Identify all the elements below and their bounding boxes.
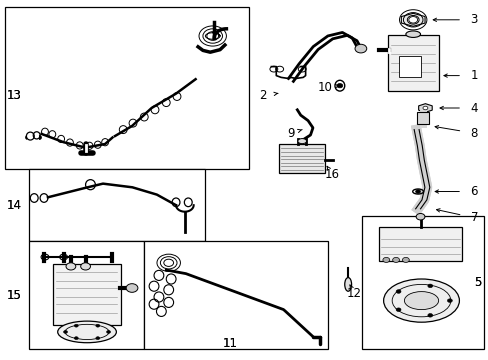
- Circle shape: [395, 308, 400, 311]
- Text: 11: 11: [222, 337, 237, 350]
- Ellipse shape: [297, 139, 306, 144]
- Ellipse shape: [404, 292, 438, 310]
- Ellipse shape: [344, 278, 351, 291]
- Bar: [5, 7, 249, 169]
- Circle shape: [447, 299, 451, 302]
- Text: 8: 8: [469, 127, 477, 140]
- Text: 13: 13: [6, 89, 21, 102]
- Circle shape: [427, 314, 432, 317]
- FancyBboxPatch shape: [53, 264, 121, 325]
- Circle shape: [74, 324, 78, 327]
- Text: 14: 14: [6, 199, 21, 212]
- Text: 16: 16: [325, 168, 339, 181]
- Bar: [416, 112, 428, 124]
- Ellipse shape: [58, 321, 116, 343]
- Circle shape: [354, 44, 366, 53]
- Circle shape: [382, 257, 389, 262]
- Circle shape: [63, 330, 67, 333]
- Bar: [29, 169, 205, 241]
- Text: 13: 13: [6, 89, 21, 102]
- Circle shape: [415, 190, 420, 193]
- Circle shape: [106, 330, 110, 333]
- Bar: [378, 227, 461, 261]
- Text: 11: 11: [222, 337, 237, 350]
- Bar: [278, 144, 325, 173]
- Text: 5: 5: [473, 276, 481, 289]
- Circle shape: [74, 337, 78, 339]
- Text: 2: 2: [259, 89, 266, 102]
- Polygon shape: [401, 13, 424, 26]
- Circle shape: [96, 337, 100, 339]
- Text: 15: 15: [6, 289, 21, 302]
- Text: 14: 14: [6, 199, 21, 212]
- Text: 12: 12: [346, 287, 361, 300]
- FancyBboxPatch shape: [387, 35, 438, 91]
- Bar: [398, 56, 420, 77]
- Polygon shape: [418, 104, 431, 112]
- Text: 6: 6: [469, 185, 477, 198]
- Text: 15: 15: [6, 289, 21, 302]
- Circle shape: [96, 324, 100, 327]
- Ellipse shape: [405, 31, 420, 37]
- Text: 5: 5: [473, 276, 481, 289]
- Text: 4: 4: [469, 102, 477, 114]
- Circle shape: [66, 263, 76, 270]
- Text: 3: 3: [469, 13, 477, 26]
- Circle shape: [395, 290, 400, 293]
- Circle shape: [81, 263, 90, 270]
- Circle shape: [336, 84, 342, 88]
- Circle shape: [408, 17, 417, 23]
- Circle shape: [126, 284, 138, 292]
- Circle shape: [427, 284, 432, 288]
- Text: 10: 10: [317, 81, 332, 94]
- Bar: [361, 216, 483, 349]
- Bar: [29, 241, 144, 349]
- Circle shape: [422, 106, 427, 110]
- Circle shape: [392, 257, 399, 262]
- Text: 1: 1: [469, 69, 477, 82]
- Circle shape: [402, 257, 408, 262]
- Text: 7: 7: [469, 211, 477, 224]
- Ellipse shape: [383, 279, 459, 322]
- Text: 9: 9: [286, 127, 294, 140]
- Circle shape: [415, 213, 424, 220]
- Bar: [144, 241, 327, 349]
